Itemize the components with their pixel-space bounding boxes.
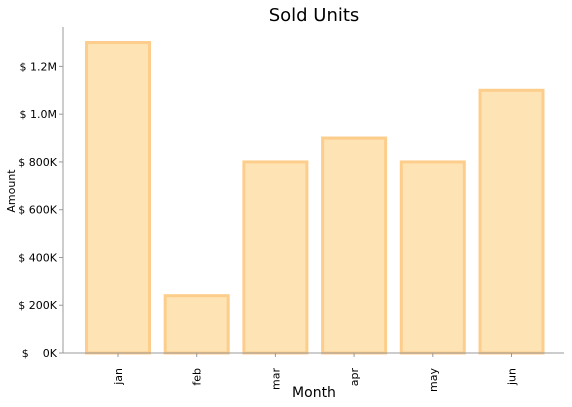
bar-feb — [163, 294, 230, 355]
y-tick-label: $ 600K — [18, 204, 57, 217]
y-tick-label: $ 200K — [18, 299, 57, 312]
y-tick-label: $ 0K — [22, 347, 58, 360]
x-tick-label-mar: mar — [269, 368, 282, 390]
bars-group — [85, 41, 545, 355]
y-axis-label: Amount — [5, 169, 18, 213]
chart-title: Sold Units — [269, 5, 360, 26]
x-tick-label-may: may — [427, 368, 440, 392]
bar-apr — [321, 136, 388, 355]
x-tick-label-apr: apr — [348, 368, 361, 387]
x-tick-label-feb: feb — [191, 368, 204, 386]
y-tick-label: $ 1.2M — [20, 60, 57, 73]
x-tick-label-jun: jun — [506, 368, 519, 386]
x-axis-label: Month — [292, 385, 336, 401]
bar-jan — [85, 41, 151, 355]
y-tick-label: $ 1.0M — [20, 108, 57, 121]
y-tick-label: $ 400K — [18, 251, 57, 264]
bar-may — [399, 160, 466, 355]
y-tick-label: $ 800K — [18, 156, 57, 169]
bar-jun — [478, 88, 545, 355]
x-tick-label-jan: jan — [112, 368, 125, 386]
x-ticks-group: jan feb mar apr may jun — [112, 353, 519, 392]
y-ticks-group: $ 0K $ 200K $ 400K $ 600K $ 800K $ 1.0M $ 1.2M — [18, 60, 63, 360]
bar-mar — [242, 160, 309, 355]
